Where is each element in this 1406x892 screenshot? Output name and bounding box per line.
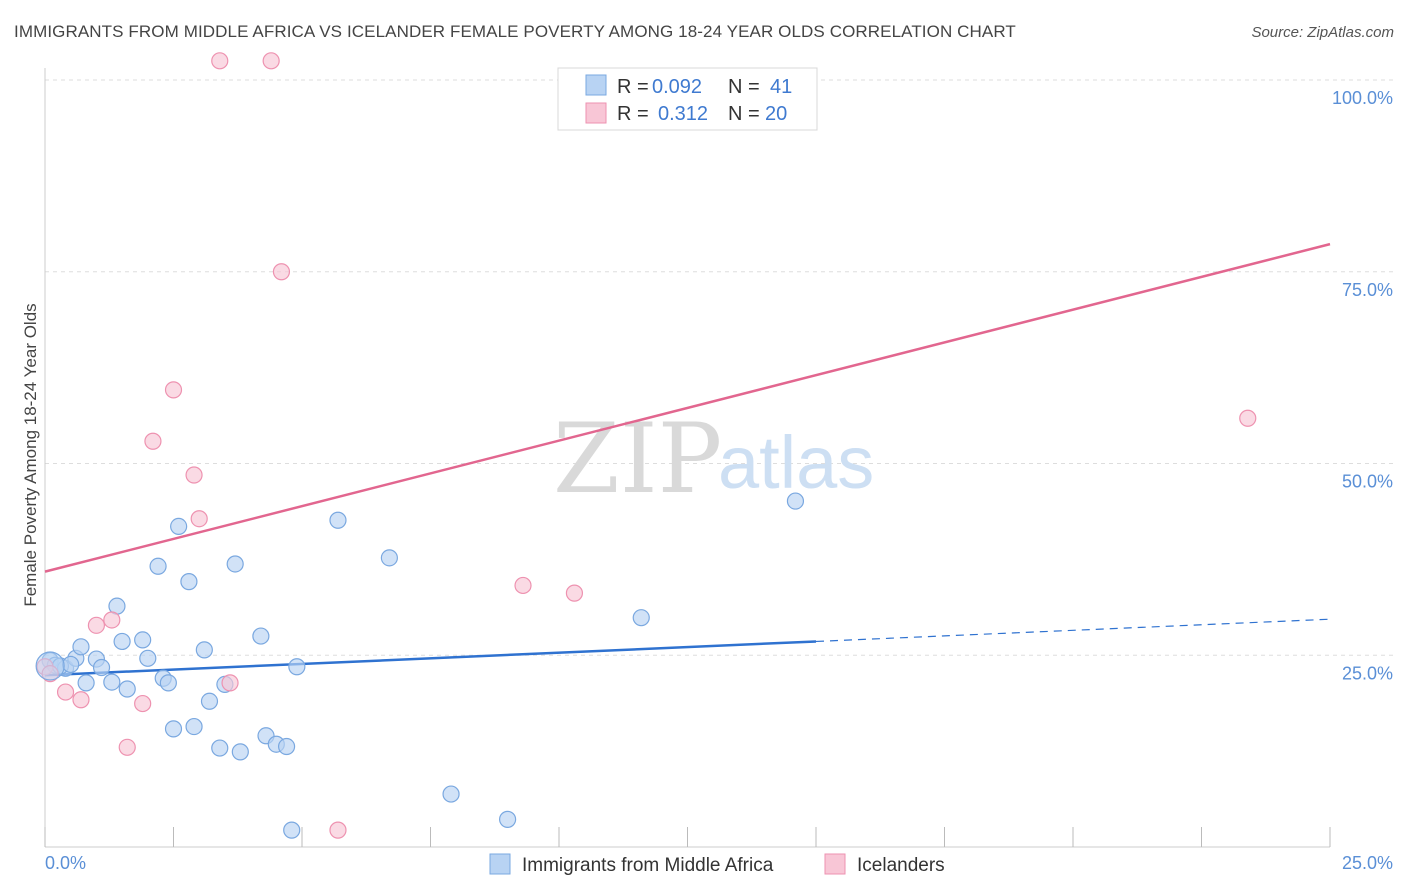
point-middle-africa-22	[200, 692, 219, 710]
point-middle-africa-32	[288, 658, 306, 676]
point-icelanders-12	[221, 674, 239, 692]
point-middle-africa-8	[103, 673, 121, 691]
trend-line-2	[44, 242, 1331, 573]
point-middle-africa-40	[62, 655, 80, 674]
point-middle-africa-19	[180, 573, 198, 591]
y-tick-label-3: 25.0%	[1342, 663, 1393, 683]
point-middle-africa-36	[499, 810, 517, 828]
point-icelanders-15	[272, 263, 291, 281]
point-middle-africa-33	[329, 511, 347, 529]
point-middle-africa-37	[632, 609, 650, 627]
point-icelanders-3	[72, 691, 90, 709]
legend-r-value-1: 0.092	[652, 76, 702, 98]
point-middle-africa-34	[380, 549, 398, 567]
axes	[44, 68, 1331, 848]
point-icelanders-17	[514, 576, 532, 595]
point-icelanders-4	[87, 616, 106, 634]
point-icelanders-16	[329, 821, 347, 839]
correlation-legend: R = 0.092 N = 41 R = 0.312 N = 20	[557, 67, 818, 131]
series-legend-swatch-0	[489, 853, 511, 875]
series-legend-swatch-1	[824, 853, 846, 875]
gridlines	[45, 79, 1395, 656]
point-icelanders-5	[103, 611, 121, 629]
series-legend-label-0: Immigrants from Middle Africa	[522, 855, 774, 876]
point-icelanders-2	[56, 683, 75, 701]
y-tick-label-0: 100.0%	[1332, 88, 1393, 108]
y-tick-label-2: 50.0%	[1342, 472, 1393, 492]
point-middle-africa-31	[283, 821, 301, 839]
point-icelanders-8	[144, 432, 162, 450]
legend-swatch-blue	[585, 74, 607, 96]
point-icelanders-14	[262, 52, 280, 70]
legend-r-label-2: R =	[617, 103, 649, 125]
legend-swatch-pink	[585, 102, 607, 124]
point-middle-africa-35	[442, 785, 460, 803]
point-middle-africa-30	[277, 737, 296, 756]
series-legend-label-1: Icelanders	[857, 855, 945, 876]
tick-labels: 100.0% 75.0% 50.0% 25.0% 0.0% 25.0%	[45, 88, 1393, 873]
point-middle-africa-14	[149, 557, 167, 575]
point-middle-africa-21	[195, 641, 213, 659]
point-icelanders-6	[118, 738, 136, 756]
point-middle-africa-20	[185, 717, 203, 736]
data-points	[35, 52, 1257, 839]
point-icelanders-11	[190, 510, 208, 528]
legend-n-value-1: 41	[770, 76, 792, 98]
point-middle-africa-38	[786, 492, 805, 510]
trend-lines	[44, 242, 1331, 677]
series-legend: Immigrants from Middle Africa Icelanders	[489, 853, 945, 876]
point-middle-africa-7	[92, 658, 111, 677]
point-icelanders-9	[164, 381, 183, 399]
point-middle-africa-18	[170, 517, 188, 535]
legend-n-value-2: 20	[765, 103, 787, 125]
point-middle-africa-16	[159, 674, 177, 692]
point-icelanders-10	[185, 466, 203, 484]
point-middle-africa-23	[211, 739, 229, 757]
point-middle-africa-10	[113, 632, 131, 651]
point-middle-africa-11	[118, 680, 136, 698]
trend-line-1	[815, 618, 1331, 643]
legend-n-label-2: N =	[728, 103, 760, 125]
legend-r-label-1: R =	[617, 76, 649, 98]
point-middle-africa-27	[252, 627, 270, 645]
point-middle-africa-26	[231, 743, 249, 761]
trend-line-0	[44, 640, 817, 677]
x-tick-label-0: 0.0%	[45, 853, 86, 873]
point-middle-africa-4	[72, 638, 90, 656]
legend-r-value-2: 0.312	[658, 103, 708, 125]
point-middle-africa-5	[77, 674, 95, 692]
chart-title: IMMIGRANTS FROM MIDDLE AFRICA VS ICELAND…	[14, 22, 1016, 41]
y-tick-label-1: 75.0%	[1342, 280, 1393, 300]
point-icelanders-18	[565, 584, 584, 602]
legend-n-label-1: N =	[728, 76, 760, 98]
x-tick-label-1: 25.0%	[1342, 853, 1393, 873]
point-middle-africa-17	[164, 720, 183, 738]
point-icelanders-7	[134, 694, 152, 713]
point-icelanders-13	[211, 52, 229, 70]
source-label: Source: ZipAtlas.com	[1251, 24, 1394, 41]
point-middle-africa-12	[134, 631, 152, 649]
point-middle-africa-13	[139, 649, 157, 667]
watermark-atlas: atlas	[718, 421, 874, 504]
point-icelanders-19	[1239, 409, 1257, 427]
point-middle-africa-25	[226, 555, 244, 573]
y-axis-label: Female Poverty Among 18-24 Year Olds	[21, 303, 40, 606]
point-cluster-origin	[35, 651, 65, 681]
